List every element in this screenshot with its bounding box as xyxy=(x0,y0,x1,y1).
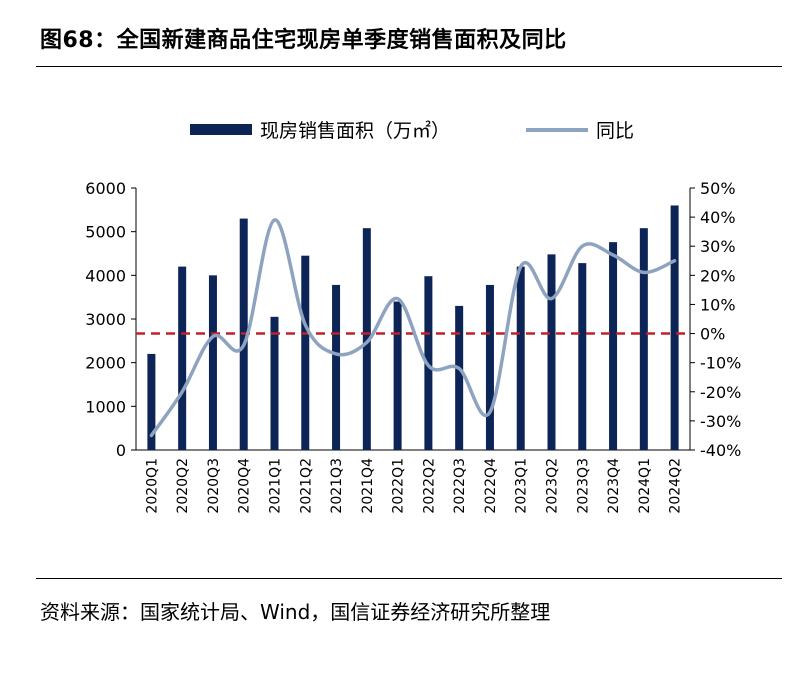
bar xyxy=(332,284,341,450)
bar xyxy=(178,266,187,450)
figure-title: 图68：全国新建商品住宅现房单季度销售面积及同比 xyxy=(40,28,567,53)
left-tick-label: 5000 xyxy=(85,223,126,242)
plot-area: 0 1000 2000 3000 4000 5000 6000 -40% -30% -20% -10… xyxy=(85,179,741,514)
right-tick-label: -30% xyxy=(700,412,741,431)
right-tick-label: 50% xyxy=(700,179,736,198)
category-label: 2023Q2 xyxy=(545,458,561,514)
category-label: 2023Q3 xyxy=(575,458,591,514)
bar xyxy=(362,228,371,450)
category-label: 2024Q1 xyxy=(637,458,653,514)
legend: 现房销售面积（万㎡） 同比 xyxy=(190,119,634,142)
left-tick-label: 1000 xyxy=(85,397,126,416)
bar xyxy=(670,205,679,450)
category-label: 2022Q3 xyxy=(452,458,468,514)
category-label: 2020Q3 xyxy=(206,458,222,514)
yoy-line xyxy=(149,218,677,438)
bar xyxy=(485,284,494,450)
right-tick-label: 10% xyxy=(700,295,736,314)
bar xyxy=(455,305,464,450)
category-label: 2022Q1 xyxy=(391,458,407,514)
right-tick-label: 30% xyxy=(700,237,736,256)
bar xyxy=(147,353,156,450)
category-label: 2022Q4 xyxy=(483,458,499,514)
category-label: 2020Q4 xyxy=(237,458,253,514)
legend-bar-label: 现房销售面积（万㎡） xyxy=(260,119,450,142)
bar xyxy=(270,316,279,450)
bar xyxy=(516,266,525,450)
source-rule xyxy=(36,578,782,579)
category-label: 2022Q2 xyxy=(421,458,437,514)
legend-bar-swatch xyxy=(190,124,252,135)
right-tick-label: 0% xyxy=(700,325,725,344)
right-tick-label: -20% xyxy=(700,383,741,402)
right-tick-label: 40% xyxy=(700,208,736,227)
left-tick-label: 0 xyxy=(116,441,126,460)
bar xyxy=(301,255,310,450)
category-label: 2021Q4 xyxy=(360,458,376,514)
bar xyxy=(547,254,556,450)
left-tick-label: 6000 xyxy=(85,179,126,198)
legend-line-label: 同比 xyxy=(596,120,634,142)
right-tick-label: -10% xyxy=(700,354,741,373)
right-tick-label: 20% xyxy=(700,266,736,285)
category-label: 2021Q2 xyxy=(298,458,314,514)
title-rule xyxy=(36,66,782,67)
category-label: 2020Q1 xyxy=(144,458,160,514)
category-label: 2021Q1 xyxy=(268,458,284,514)
bar xyxy=(639,228,648,450)
category-label: 2024Q2 xyxy=(668,458,684,514)
right-tick-label: -40% xyxy=(700,441,741,460)
bar xyxy=(393,301,402,450)
left-tick-label: 2000 xyxy=(85,354,126,373)
bar xyxy=(578,263,587,450)
category-label: 2023Q1 xyxy=(514,458,530,514)
source-note: 资料来源：国家统计局、Wind，国信证券经济研究所整理 xyxy=(40,600,551,624)
left-tick-label: 4000 xyxy=(85,266,126,285)
category-label: 2020Q2 xyxy=(175,458,191,514)
bar xyxy=(609,242,618,450)
category-label: 2023Q4 xyxy=(606,458,622,514)
left-tick-label: 3000 xyxy=(85,310,126,329)
bar xyxy=(208,275,217,450)
category-label: 2021Q3 xyxy=(329,458,345,514)
